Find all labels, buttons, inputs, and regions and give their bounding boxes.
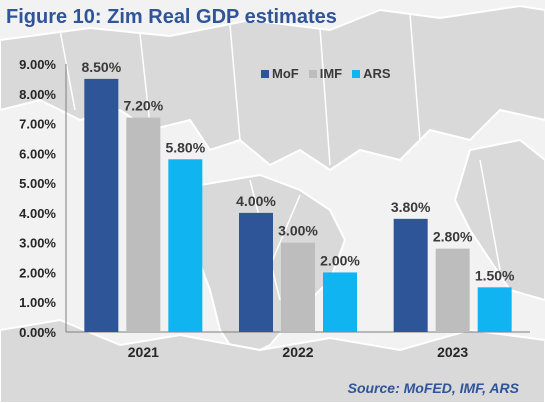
data-label-imf-2021: 7.20% xyxy=(123,98,163,114)
legend-item-imf: IMF xyxy=(308,66,343,81)
y-tick-label: 5.00% xyxy=(19,176,56,191)
bar-imf-2021 xyxy=(126,117,161,332)
data-label-mof-2022: 4.00% xyxy=(236,193,276,209)
y-tick-label: 0.00% xyxy=(19,325,56,340)
data-label-mof-2021: 8.50% xyxy=(81,59,121,75)
x-tick-label: 2022 xyxy=(282,344,313,360)
legend-label-ars: ARS xyxy=(363,66,391,81)
y-tick-label: 4.00% xyxy=(19,206,56,221)
y-tick-label: 6.00% xyxy=(19,146,56,161)
data-label-ars-2022: 2.00% xyxy=(320,252,360,268)
legend-swatch-mof xyxy=(261,69,269,78)
bar-ars-2022 xyxy=(323,272,357,332)
bar-ars-2023 xyxy=(477,287,512,332)
data-label-mof-2023: 3.80% xyxy=(391,199,431,215)
bar-mof-2023 xyxy=(393,218,428,332)
chart-legend: MoF IMF ARS xyxy=(261,66,391,81)
data-label-ars-2021: 5.80% xyxy=(165,139,205,155)
source-note: Source: MoFED, IMF, ARS xyxy=(347,380,519,396)
y-tick-label: 3.00% xyxy=(19,236,56,251)
legend-swatch-imf xyxy=(308,69,317,78)
y-tick-label: 9.00% xyxy=(19,57,56,72)
y-tick-label: 8.00% xyxy=(19,87,56,102)
x-tick-label: 2023 xyxy=(437,344,468,360)
data-label-imf-2022: 3.00% xyxy=(278,223,318,239)
data-label-ars-2023: 1.50% xyxy=(475,267,515,283)
x-tick-label: 2021 xyxy=(128,344,159,360)
legend-label-imf: IMF xyxy=(319,66,343,81)
legend-label-mof: MoF xyxy=(272,66,299,81)
y-tick-label: 7.00% xyxy=(19,117,56,132)
y-tick-label: 1.00% xyxy=(19,295,56,310)
map-land-south xyxy=(0,318,545,403)
data-label-imf-2023: 2.80% xyxy=(433,229,473,245)
legend-item-mof: MoF xyxy=(261,66,299,81)
bar-mof-2021 xyxy=(84,78,119,332)
bar-imf-2023 xyxy=(435,248,470,332)
bar-imf-2022 xyxy=(281,242,315,332)
legend-item-ars: ARS xyxy=(352,66,391,81)
bar-ars-2021 xyxy=(168,159,203,332)
bar-mof-2022 xyxy=(239,212,273,332)
y-tick-label: 2.00% xyxy=(19,265,56,280)
map-land-north xyxy=(0,4,545,172)
legend-swatch-ars xyxy=(352,69,361,78)
figure-title: Figure 10: Zim Real GDP estimates xyxy=(6,6,337,28)
